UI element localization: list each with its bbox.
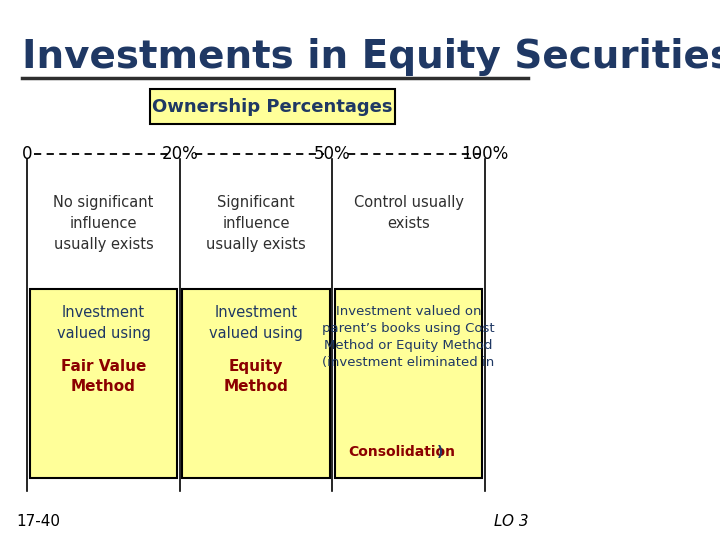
Text: ): ) — [436, 445, 443, 459]
FancyBboxPatch shape — [150, 89, 395, 124]
Text: Control usually
exists: Control usually exists — [354, 195, 464, 232]
Text: Significant
influence
usually exists: Significant influence usually exists — [206, 195, 306, 253]
Text: LO 3: LO 3 — [494, 514, 528, 529]
Text: 50%: 50% — [314, 145, 351, 163]
FancyBboxPatch shape — [335, 289, 482, 478]
Text: Investment
valued using: Investment valued using — [57, 305, 150, 341]
Text: No significant
influence
usually exists: No significant influence usually exists — [53, 195, 153, 253]
Text: 17-40: 17-40 — [17, 514, 60, 529]
Text: Fair Value
Method: Fair Value Method — [60, 359, 146, 394]
Text: Consolidation: Consolidation — [348, 445, 456, 459]
Text: Investments in Equity Securities: Investments in Equity Securities — [22, 38, 720, 76]
Text: Investment valued on
parent’s books using Cost
Method or Equity Method
(investme: Investment valued on parent’s books usin… — [322, 305, 495, 369]
FancyBboxPatch shape — [30, 289, 177, 478]
Text: 100%: 100% — [461, 145, 508, 163]
Text: 0: 0 — [22, 145, 32, 163]
Text: Equity
Method: Equity Method — [224, 359, 289, 394]
FancyBboxPatch shape — [182, 289, 330, 478]
Text: Investment
valued using: Investment valued using — [209, 305, 303, 341]
Text: Ownership Percentages: Ownership Percentages — [152, 98, 392, 116]
Text: 20%: 20% — [161, 145, 198, 163]
